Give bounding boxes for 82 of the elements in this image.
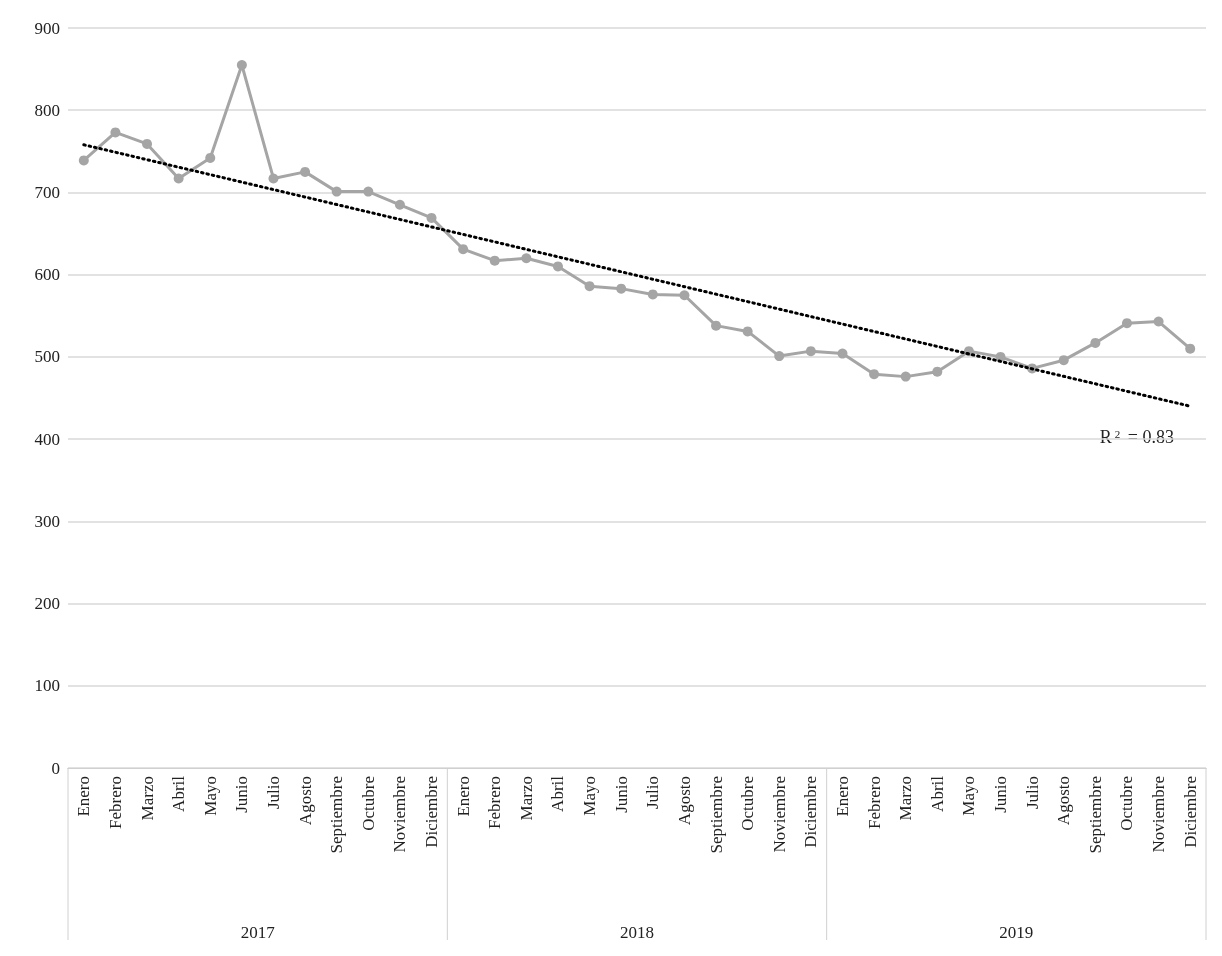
x-tick-label: Diciembre: [801, 776, 821, 848]
y-tick-label: 900: [34, 18, 60, 38]
x-tick-label: Febrero: [105, 776, 125, 829]
point: [426, 212, 437, 223]
y-tick-label: 0: [51, 758, 60, 778]
x-tick-label: Diciembre: [1180, 776, 1200, 848]
x-tick-label: Julio: [643, 776, 663, 810]
y-tick-label: 600: [34, 265, 60, 285]
x-tick-label: Febrero: [864, 776, 884, 829]
x-tick-label: Septiembre: [327, 776, 347, 854]
x-tick-label: Junio: [991, 776, 1011, 813]
y-tick-label: 200: [34, 594, 60, 614]
x-tick-label: Septiembre: [706, 776, 726, 854]
x-tick-label: Octubre: [1117, 776, 1137, 831]
x-tick-label: Agosto: [295, 776, 315, 826]
point: [805, 346, 816, 357]
x-tick-label: Abril: [548, 775, 568, 812]
y-tick-label: 700: [34, 182, 60, 202]
x-tick-label: Febrero: [485, 776, 505, 829]
x-tick-label: Julio: [263, 776, 283, 810]
point: [110, 127, 121, 138]
x-tick-label: Enero: [74, 776, 94, 817]
x-tick-label: Mayo: [580, 776, 600, 816]
x-tick-label: Agosto: [674, 776, 694, 826]
point: [932, 366, 943, 377]
point: [1058, 355, 1069, 366]
x-tick-label: Mayo: [200, 776, 220, 816]
point: [268, 173, 279, 184]
point: [1153, 316, 1164, 327]
point: [1121, 318, 1132, 329]
x-tick-label: Abril: [927, 775, 947, 812]
x-tick-label: Abril: [169, 775, 189, 812]
point: [521, 253, 532, 264]
x-tick-label: Agosto: [1054, 776, 1074, 826]
point: [774, 351, 785, 362]
x-tick-label: Octubre: [738, 776, 758, 831]
point: [142, 138, 153, 149]
x-tick-label: Septiembre: [1085, 776, 1105, 854]
point: [616, 283, 627, 294]
point: [394, 199, 405, 210]
text: 2018: [620, 923, 654, 942]
x-tick-label: Julio: [1022, 776, 1042, 810]
point: [837, 348, 848, 359]
y-tick-label: 400: [34, 429, 60, 449]
point: [363, 186, 374, 197]
x-tick-label: Junio: [611, 776, 631, 813]
point: [205, 152, 216, 163]
x-tick-label: Marzo: [896, 776, 916, 821]
point: [742, 326, 753, 337]
x-tick-label: Marzo: [516, 776, 536, 821]
point: [552, 261, 563, 272]
point: [331, 186, 342, 197]
point: [584, 281, 595, 292]
point: [489, 255, 500, 266]
point: [869, 369, 880, 380]
point: [1090, 337, 1101, 348]
y-tick-label: 100: [34, 676, 60, 696]
y-tick-label: 500: [34, 347, 60, 367]
point: [458, 244, 469, 255]
x-tick-label: Noviembre: [769, 776, 789, 853]
text: 2017: [240, 923, 276, 942]
x-tick-label: Junio: [232, 776, 252, 813]
x-tick-label: Enero: [453, 776, 473, 817]
point: [300, 166, 311, 177]
point: [711, 320, 722, 331]
point: [1185, 343, 1196, 354]
point: [679, 290, 690, 301]
point: [236, 60, 247, 70]
point: [78, 155, 89, 166]
point: [173, 173, 184, 184]
x-tick-label: Mayo: [959, 776, 979, 816]
x-tick-label: Marzo: [137, 776, 157, 821]
point: [900, 371, 911, 382]
text: 2019: [999, 923, 1034, 942]
x-tick-label: Enero: [832, 776, 852, 817]
y-tick-label: 800: [34, 100, 60, 120]
point: [647, 289, 658, 300]
x-tick-label: Noviembre: [1149, 776, 1169, 853]
x-tick-label: Noviembre: [390, 776, 410, 853]
x-tick-label: Diciembre: [422, 776, 442, 848]
x-tick-label: Octubre: [358, 776, 378, 831]
y-tick-label: 300: [34, 511, 60, 531]
